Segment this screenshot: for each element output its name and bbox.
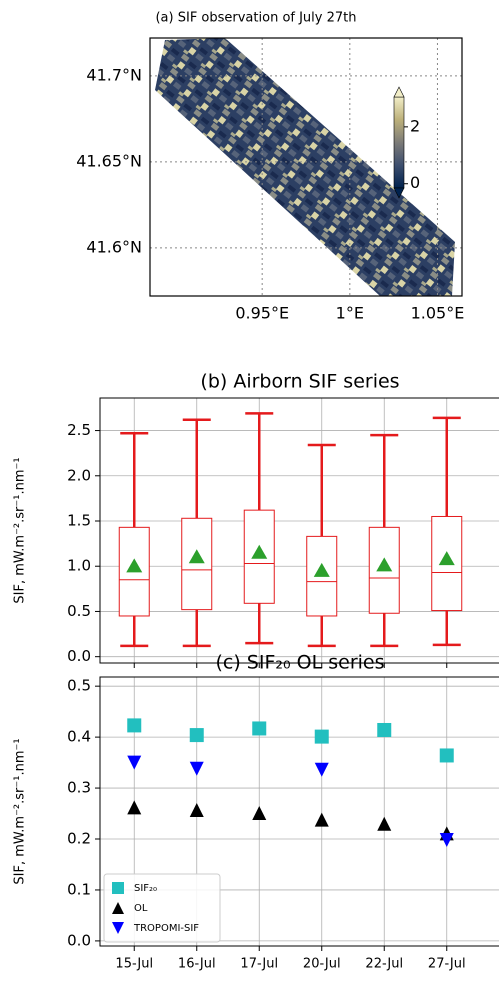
- marker: [377, 817, 391, 831]
- marker: [190, 803, 204, 817]
- y-tick-label: 0.5: [67, 602, 91, 620]
- panel-title: (b) Airborn SIF series: [200, 371, 399, 393]
- y-axis-label: SIF, mW.m⁻².sr⁻¹.nm⁻¹: [13, 457, 28, 603]
- marker: [190, 728, 204, 742]
- panel-title: (a) SIF observation of July 27th: [155, 11, 356, 26]
- x-tick-label: 1°E: [336, 304, 364, 323]
- marker: [440, 748, 454, 762]
- y-tick-label: 2.5: [67, 421, 91, 439]
- y-tick-label: 0.4: [67, 728, 91, 746]
- x-tick-label: 0.95°E: [235, 304, 289, 323]
- legend-label: TROPOMI-SIF: [133, 923, 199, 934]
- y-tick-label: 41.7°N: [86, 65, 142, 84]
- marker: [315, 763, 329, 777]
- x-tick-label: 22-Jul: [365, 957, 403, 972]
- panel-title: (c) SIF₂₀ OL series: [215, 652, 384, 674]
- colorbar-extend: [394, 87, 404, 97]
- y-tick-label: 41.65°N: [76, 151, 142, 170]
- y-tick-label: 0.5: [67, 677, 91, 695]
- marker: [112, 882, 124, 894]
- y-tick-label: 0.1: [67, 880, 91, 898]
- sif-swath: [155, 38, 455, 296]
- y-tick-label: 0.3: [67, 779, 91, 797]
- x-tick-label: 1.05°E: [411, 304, 465, 323]
- marker: [315, 813, 329, 827]
- marker: [127, 718, 141, 732]
- marker: [127, 800, 141, 814]
- x-tick-label: 20-Jul: [303, 957, 341, 972]
- x-tick-label: 16-Jul: [178, 957, 216, 972]
- legend-label: OL: [134, 903, 148, 914]
- marker: [315, 730, 329, 744]
- x-tick-label: 27-Jul: [428, 957, 466, 972]
- y-tick-label: 1.5: [67, 512, 91, 530]
- marker: [252, 721, 266, 735]
- marker: [252, 806, 266, 820]
- y-tick-label: 0.2: [67, 830, 91, 848]
- legend-label: SIF₂₀: [134, 883, 157, 894]
- x-tick-label: 17-Jul: [240, 957, 278, 972]
- y-tick-label: 41.6°N: [86, 237, 142, 256]
- x-tick-label: 15-Jul: [115, 957, 153, 972]
- box: [182, 518, 212, 609]
- figure: (a) SIF observation of July 27th 41.6°N 41…: [0, 0, 499, 1003]
- y-tick-label: 2.0: [67, 466, 91, 484]
- marker: [377, 723, 391, 737]
- colorbar-tick-label: 2: [410, 116, 420, 135]
- colorbar-tick-label: 0: [410, 173, 420, 192]
- marker: [127, 756, 141, 770]
- y-axis-label: SIF, mW.m⁻².sr⁻¹.nm⁻¹: [13, 738, 28, 884]
- y-tick-label: 0.0: [67, 931, 91, 949]
- marker: [190, 762, 204, 776]
- y-tick-label: 0.0: [67, 647, 91, 665]
- colorbar: [394, 97, 404, 188]
- y-tick-label: 1.0: [67, 557, 91, 575]
